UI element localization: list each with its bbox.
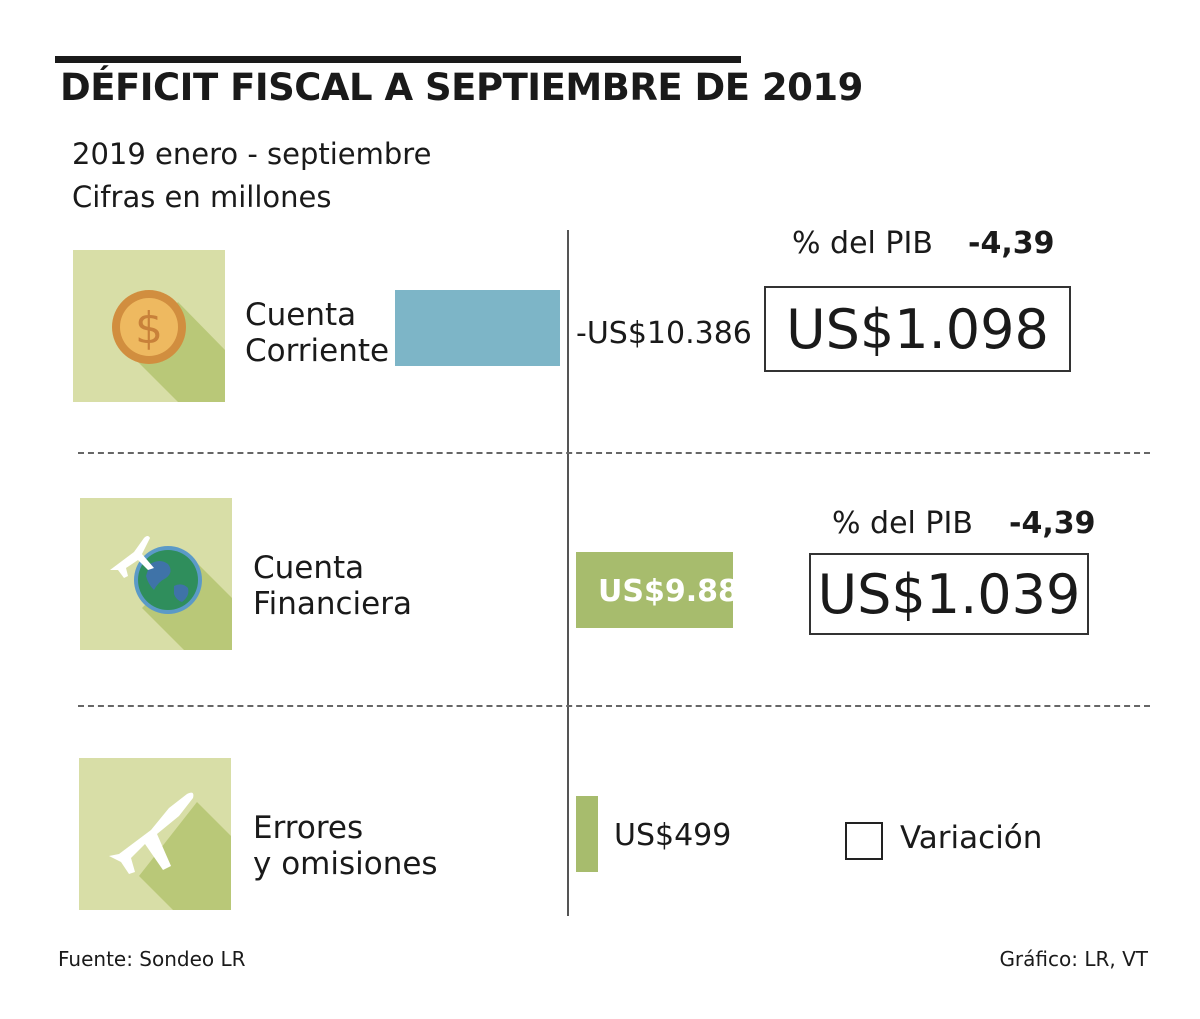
value-label: US$499	[614, 818, 732, 853]
bar-errores-omisiones	[576, 796, 598, 872]
value-label: -US$10.386	[576, 316, 752, 351]
category-label: Errores y omisiones	[253, 810, 438, 882]
credit-note: Gráfico: LR, VT	[999, 947, 1148, 971]
bar-cuenta-corriente	[395, 290, 560, 366]
pib-value: -4,39	[968, 226, 1055, 261]
pib-label: % del PIB	[832, 506, 973, 541]
variacion-box: US$1.039	[809, 553, 1089, 635]
category-label: Cuenta Corriente	[245, 297, 390, 369]
title-rule	[55, 56, 741, 63]
legend-swatch	[845, 822, 883, 860]
row-divider	[78, 452, 1150, 454]
pib-label: % del PIB	[792, 226, 933, 261]
airplane-icon	[79, 758, 231, 910]
chart-subtitle-period: 2019 enero - septiembre	[72, 137, 432, 171]
source-note: Fuente: Sondeo LR	[58, 947, 246, 971]
svg-text:$: $	[135, 303, 163, 354]
chart-title: DÉFICIT FISCAL A SEPTIEMBRE DE 2019	[60, 66, 863, 109]
variacion-box: US$1.098	[764, 286, 1071, 372]
bar-cuenta-financiera	[576, 552, 734, 628]
row-divider	[78, 705, 1150, 707]
chart-subtitle-units: Cifras en millones	[72, 180, 332, 214]
dollar-coin-icon: $	[73, 250, 225, 402]
legend-label: Variación	[900, 820, 1043, 856]
value-label: US$9.887	[598, 574, 760, 609]
category-label: Cuenta Financiera	[253, 550, 412, 622]
globe-airplane-icon	[80, 498, 232, 650]
zero-axis	[567, 230, 569, 916]
pib-value: -4,39	[1009, 506, 1096, 541]
